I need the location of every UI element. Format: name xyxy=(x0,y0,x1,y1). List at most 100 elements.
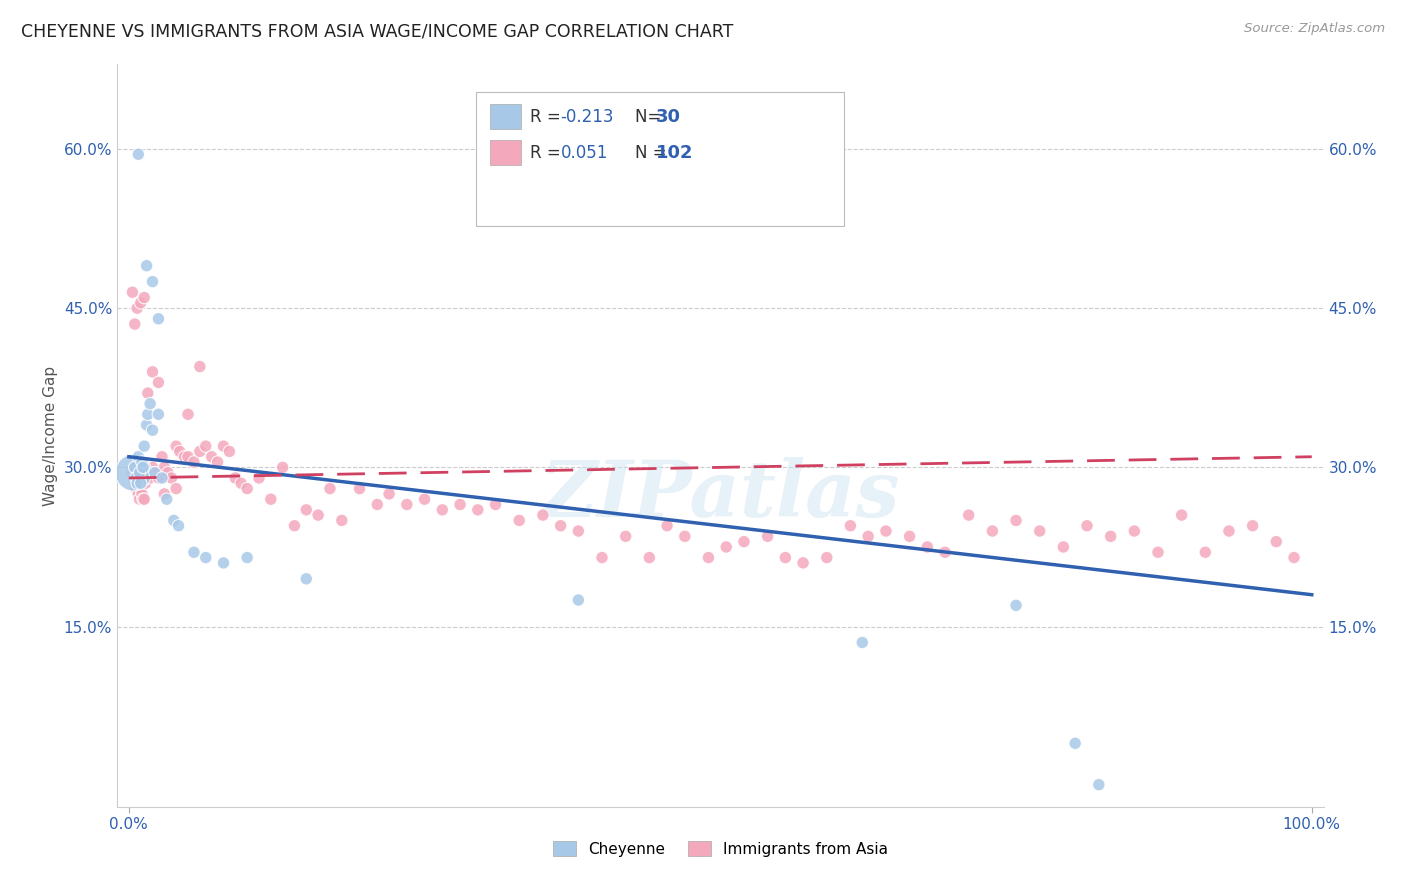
Point xyxy=(132,460,155,475)
Point xyxy=(875,524,897,538)
Point xyxy=(236,550,259,565)
Point xyxy=(177,407,200,421)
Point xyxy=(1005,513,1028,527)
Point xyxy=(1265,534,1288,549)
Text: R =: R = xyxy=(530,108,565,127)
Point xyxy=(124,460,146,475)
Point xyxy=(141,365,163,379)
Point xyxy=(156,492,179,507)
Point xyxy=(141,423,163,437)
Point xyxy=(127,487,149,501)
Point xyxy=(330,513,353,527)
Point xyxy=(183,545,205,559)
Point xyxy=(981,524,1004,538)
Point xyxy=(134,439,156,453)
Point xyxy=(129,296,152,310)
Point xyxy=(165,482,187,496)
Point xyxy=(148,407,170,421)
Point xyxy=(484,498,506,512)
Point xyxy=(756,529,779,543)
Point xyxy=(697,550,720,565)
Point xyxy=(136,386,159,401)
Point xyxy=(194,550,217,565)
Point xyxy=(132,492,155,507)
Point xyxy=(148,471,170,485)
Point xyxy=(212,556,235,570)
Point xyxy=(1123,524,1146,538)
Y-axis label: Wage/Income Gap: Wage/Income Gap xyxy=(44,366,58,506)
Point xyxy=(775,550,797,565)
Point xyxy=(839,518,862,533)
Point xyxy=(614,529,637,543)
Text: 102: 102 xyxy=(657,144,693,162)
Point xyxy=(319,482,342,496)
Point xyxy=(917,540,939,554)
Point xyxy=(1064,736,1087,750)
Point xyxy=(143,466,166,480)
Point xyxy=(716,540,738,554)
Point xyxy=(655,518,678,533)
Point xyxy=(236,482,259,496)
Point xyxy=(122,466,145,480)
Text: CHEYENNE VS IMMIGRANTS FROM ASIA WAGE/INCOME GAP CORRELATION CHART: CHEYENNE VS IMMIGRANTS FROM ASIA WAGE/IN… xyxy=(21,22,734,40)
Point xyxy=(135,417,157,432)
Point xyxy=(125,471,148,485)
Text: ZIPatlas: ZIPatlas xyxy=(541,457,900,533)
Point xyxy=(851,635,873,649)
Point xyxy=(127,301,149,315)
Point xyxy=(295,572,318,586)
Point xyxy=(508,513,530,527)
Point xyxy=(150,450,173,464)
Point xyxy=(121,285,143,300)
Point xyxy=(153,487,176,501)
Text: Source: ZipAtlas.com: Source: ZipAtlas.com xyxy=(1244,22,1385,36)
Point xyxy=(128,466,150,480)
Point xyxy=(1194,545,1216,559)
Point xyxy=(129,476,152,491)
Point xyxy=(207,455,229,469)
Point xyxy=(169,444,191,458)
Point xyxy=(567,593,589,607)
Point xyxy=(1099,529,1122,543)
Point xyxy=(792,556,814,570)
Point xyxy=(136,407,159,421)
Point xyxy=(131,487,153,501)
Point xyxy=(212,439,235,453)
Point xyxy=(1218,524,1240,538)
Text: -0.213: -0.213 xyxy=(561,108,614,127)
Point xyxy=(141,460,163,475)
Point xyxy=(156,466,179,480)
Point xyxy=(271,460,294,475)
Point xyxy=(188,444,211,458)
Point xyxy=(143,466,166,480)
Point xyxy=(153,460,176,475)
Point xyxy=(136,466,159,480)
Point xyxy=(898,529,921,543)
Point xyxy=(1088,778,1111,792)
Point xyxy=(378,487,401,501)
Point xyxy=(122,471,145,485)
Point xyxy=(134,291,156,305)
Point xyxy=(121,466,143,480)
Point xyxy=(1028,524,1050,538)
Point xyxy=(260,492,283,507)
Point xyxy=(231,476,253,491)
Point xyxy=(366,498,388,512)
Point xyxy=(124,476,146,491)
Text: 30: 30 xyxy=(657,108,681,127)
Point xyxy=(934,545,956,559)
Point xyxy=(128,492,150,507)
Point xyxy=(413,492,436,507)
Point xyxy=(183,455,205,469)
Point xyxy=(1076,518,1098,533)
Point xyxy=(127,450,149,464)
Point xyxy=(567,524,589,538)
Point xyxy=(127,476,149,491)
Text: N =: N = xyxy=(636,144,672,162)
Point xyxy=(638,550,661,565)
Point xyxy=(134,492,156,507)
Point xyxy=(129,482,152,496)
Point xyxy=(131,455,153,469)
Point xyxy=(432,503,454,517)
Point xyxy=(224,471,246,485)
